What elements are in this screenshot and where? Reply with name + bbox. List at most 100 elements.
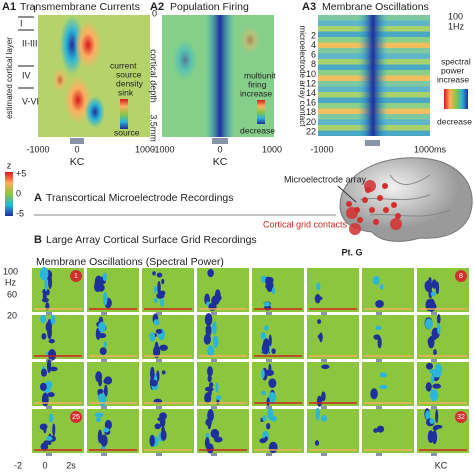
section-title: Large Array Cortical Surface Grid Record… [46,234,257,246]
blob [155,328,163,334]
layer-label: V-VI [22,96,39,106]
blob [261,390,267,396]
base [364,308,412,310]
base [254,449,302,451]
event-marker [431,312,437,315]
tile [32,362,84,406]
blob [156,292,165,299]
layer-label: IV [22,70,31,80]
base [309,449,357,451]
blob [97,429,103,444]
grid-title: Membrane Oscillations (Spectral Power) [36,256,224,268]
blob [39,266,49,281]
tile [197,409,249,453]
blob [204,315,210,325]
blob [375,325,382,331]
tile [307,315,359,359]
tile [142,268,194,312]
y-axis-unit: Hz [5,277,16,287]
blob [377,336,382,349]
event-marker [321,359,327,362]
pointer [337,185,357,203]
blob [430,291,436,297]
blob [39,382,47,391]
y-tick-label: 8 [311,59,316,69]
event-marker [156,406,162,409]
colorbar-label: increase [240,88,272,98]
colorbar-label: z [7,160,12,170]
event-marker [70,138,84,144]
base [254,402,302,404]
tile [417,362,469,406]
tile [252,268,304,312]
blob [433,349,437,356]
y-tick-label: 4 [311,40,316,50]
blob [156,272,163,278]
tile [87,362,139,406]
event-marker [431,406,437,409]
blob [259,438,267,444]
colorbar-tick: +5 [16,168,26,178]
blob [211,299,218,305]
blob [98,393,107,407]
contact-label: 25 [72,414,80,421]
blob [265,276,271,286]
annotation: Pt. G [341,247,362,257]
blob [212,321,217,335]
blob [47,325,52,340]
colorbar-label: multiunit [244,70,276,80]
blob [268,334,272,347]
section-letter: B [34,234,42,246]
colorbar-label: power [441,65,464,75]
base [34,402,82,404]
colorbar-label: source [116,69,142,79]
base [254,308,302,310]
blob [150,366,155,381]
blob [429,418,435,425]
base [419,449,467,451]
colorbar [120,99,128,129]
blob [40,314,47,324]
blob [47,319,52,327]
blob [266,422,271,430]
x-tick-label: -1000 [151,144,174,154]
panel-title: Population Firing [170,1,249,13]
base [34,355,82,357]
blob [41,392,49,407]
blob [94,280,100,287]
event-marker [46,453,52,456]
base [199,449,247,451]
blob [100,434,108,447]
blob [314,296,323,301]
x-tick-label: 1000 [135,144,155,154]
base [364,449,412,451]
tile [32,315,84,359]
event-marker [321,406,327,409]
tile [362,268,414,312]
event-label: KC [213,156,228,168]
base [419,308,467,310]
colorbar [257,100,265,124]
blob [149,434,155,447]
blob [271,286,276,295]
axis-label: microelectrode array contact [298,26,307,128]
blob [321,391,326,402]
base [89,449,137,451]
blob [433,424,443,429]
colorbar-label: density [116,78,144,88]
blob [104,376,113,385]
blob [52,423,56,436]
blob [45,436,53,441]
blob [268,392,277,404]
event-marker [266,312,272,315]
blob [317,319,322,325]
annotation: Microelectrode array [284,174,367,184]
colorbar-label: current [110,60,137,70]
blob [427,337,432,345]
tile [362,362,414,406]
event-marker [156,359,162,362]
blob [98,321,106,333]
event-marker [211,312,217,315]
event-marker [321,312,327,315]
tile [252,315,304,359]
